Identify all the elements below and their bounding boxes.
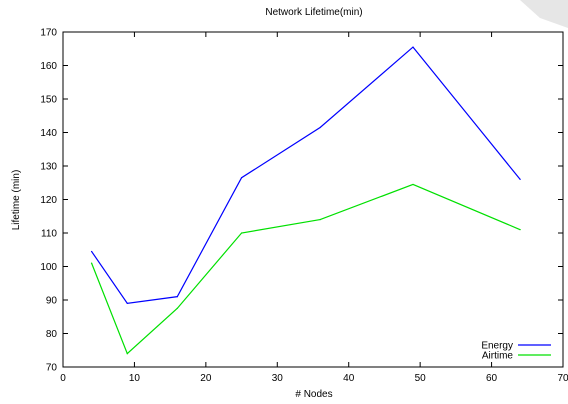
x-axis: 0 10 20 30 40 50 60 70 (60, 32, 568, 384)
x-axis-label: # Nodes (295, 389, 332, 399)
data-point-airtime (319, 219, 321, 221)
series-line-airtime (91, 183, 521, 355)
data-point-airtime (126, 353, 128, 355)
x-tick-label: 20 (200, 373, 212, 384)
y-tick-label: 150 (40, 95, 57, 106)
y-tick-label: 170 (40, 28, 57, 39)
y-tick-label: 90 (46, 296, 58, 307)
y-axis-label: Lifetime (min) (11, 170, 22, 231)
data-point-energy (519, 178, 521, 180)
data-point-airtime (519, 229, 521, 231)
y-axis: 70 80 90 100 110 120 130 140 150 160 170 (40, 28, 563, 374)
chart-title: Network Lifetime(min) (265, 7, 362, 18)
y-tick-label: 160 (40, 61, 57, 72)
y-tick-label: 70 (46, 363, 58, 374)
x-tick-label: 60 (486, 373, 498, 384)
x-tick-label: 30 (272, 373, 284, 384)
x-tick-label: 40 (343, 373, 355, 384)
series-layer (90, 46, 521, 355)
data-point-energy (90, 250, 93, 253)
data-point-airtime (176, 307, 178, 309)
y-tick-label: 130 (40, 162, 57, 173)
y-tick-label: 110 (41, 229, 57, 240)
data-point-energy (176, 296, 178, 298)
legend-label-airtime: Airtime (482, 351, 514, 362)
series-line-energy (91, 46, 521, 304)
data-point-airtime (240, 232, 243, 234)
data-point-energy (412, 46, 414, 48)
y-tick-label: 80 (46, 329, 58, 340)
data-point-airtime (412, 183, 414, 186)
data-point-energy (240, 177, 243, 179)
plot-area-frame (62, 31, 564, 368)
y-tick-label: 140 (40, 128, 57, 139)
x-tick-label: 0 (60, 373, 66, 384)
x-tick-label: 50 (415, 373, 427, 384)
data-point-energy (319, 126, 321, 129)
data-point-energy (126, 302, 128, 304)
legend-label-energy: Energy (481, 341, 513, 352)
corner-watermark (520, 0, 568, 28)
y-tick-label: 100 (40, 262, 57, 273)
x-tick-label: 70 (557, 373, 568, 384)
x-tick-label: 10 (129, 373, 141, 384)
data-point-airtime (90, 262, 93, 264)
y-tick-label: 120 (40, 195, 57, 206)
